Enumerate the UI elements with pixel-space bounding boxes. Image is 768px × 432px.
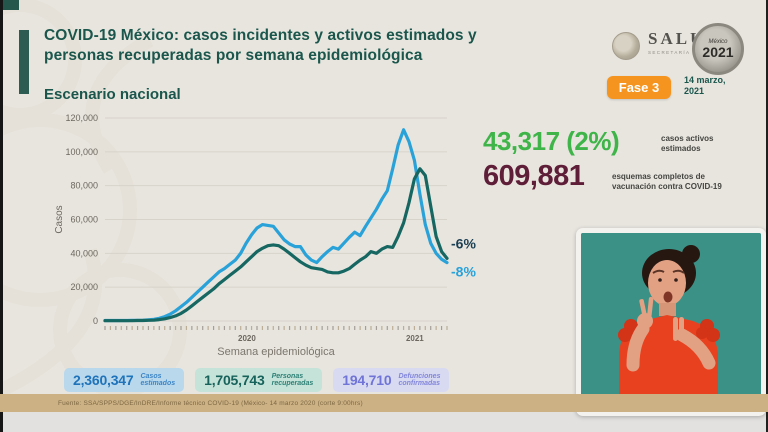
phase-badge: Fase 3: [607, 76, 671, 99]
svg-text:2021: 2021: [406, 334, 424, 343]
pill-defunciones-confirmadas-value: 194,710: [342, 372, 392, 388]
summary-pills: 2,360,347 Casos estimados 1,705,743 Pers…: [64, 368, 450, 392]
source-bar: Fuente: SSA/SPPS/DGE/InDRE/Informe técni…: [0, 394, 768, 412]
pill-casos-estimados-label: Casos estimados: [140, 372, 176, 388]
badge-mexico-label: México: [708, 39, 728, 45]
corner-accent: [0, 0, 19, 10]
section-subtitle: Escenario nacional: [44, 86, 181, 103]
active-cases-label: casos activos estimados: [661, 134, 713, 153]
date-label: 14 marzo, 2021: [684, 75, 726, 97]
active-cases-value: 43,317 (2%): [483, 126, 620, 156]
pill-personas-recuperadas-value: 1,705,743: [204, 372, 265, 388]
mexico-2021-badge: México 2021: [692, 23, 744, 75]
source-text: Fuente: SSA/SPPS/DGE/InDRE/Informe técni…: [58, 399, 363, 407]
vaccination-label: esquemas completos de vacunación contra …: [612, 172, 722, 191]
svg-text:120,000: 120,000: [65, 113, 98, 123]
svg-text:20,000: 20,000: [70, 282, 98, 292]
svg-text:80,000: 80,000: [70, 181, 98, 191]
interpreter-figure: [581, 233, 761, 411]
page-title: COVID-19 México: casos incidentes y acti…: [44, 26, 477, 66]
svg-text:100,000: 100,000: [65, 147, 98, 157]
date-line1: 14 marzo,: [684, 75, 726, 85]
pill-defunciones-confirmadas: 194,710 Defunciones confirmadas: [333, 368, 450, 392]
svg-text:Semana epidemiológica: Semana epidemiológica: [217, 346, 335, 358]
salud-seal-icon: [612, 32, 640, 60]
date-line2: 2021: [684, 86, 705, 96]
svg-text:60,000: 60,000: [70, 215, 98, 225]
vaccination-value: 609,881: [483, 160, 585, 192]
screen-edge-left: [0, 0, 3, 432]
title-accent-bar: [19, 30, 29, 94]
svg-text:0: 0: [93, 316, 98, 326]
svg-text:40,000: 40,000: [70, 248, 98, 258]
active-cases-label-line1: casos activos: [661, 134, 714, 143]
svg-text:Casos: Casos: [54, 205, 65, 233]
bottom-margin: [0, 412, 768, 432]
screen-edge-right: [766, 0, 768, 432]
active-cases-label-line2: estimados: [661, 143, 701, 153]
pill-personas-recuperadas-label: Personas recuperadas: [271, 372, 314, 388]
pill-personas-recuperadas: 1,705,743 Personas recuperadas: [195, 368, 323, 392]
page-title-line2: personas recuperadas por semana epidemio…: [44, 47, 423, 64]
svg-text:-6%: -6%: [451, 235, 476, 251]
badge-year-label: 2021: [702, 44, 734, 60]
interpreter-video-frame: [581, 233, 761, 411]
salud-caption: SECRETARÍA DE SALUD: [648, 50, 727, 55]
page-title-line1: COVID-19 México: casos incidentes y acti…: [44, 27, 477, 44]
sign-language-interpreter-video: [576, 228, 766, 416]
vaccination-label-line2: vacunación contra COVID-19: [612, 181, 722, 191]
vaccination-label-line1: esquemas completos de: [612, 172, 705, 181]
svg-text:2020: 2020: [238, 334, 256, 343]
national-scenario-chart: 0 20,000 40,000 60,000 80,000 100,000 120,000 2…: [54, 113, 476, 358]
svg-text:-8%: -8%: [451, 264, 476, 280]
pill-defunciones-confirmadas-label: Defunciones confirmadas: [398, 372, 441, 388]
pill-casos-estimados: 2,360,347 Casos estimados: [64, 368, 185, 392]
pill-casos-estimados-value: 2,360,347: [73, 372, 134, 388]
